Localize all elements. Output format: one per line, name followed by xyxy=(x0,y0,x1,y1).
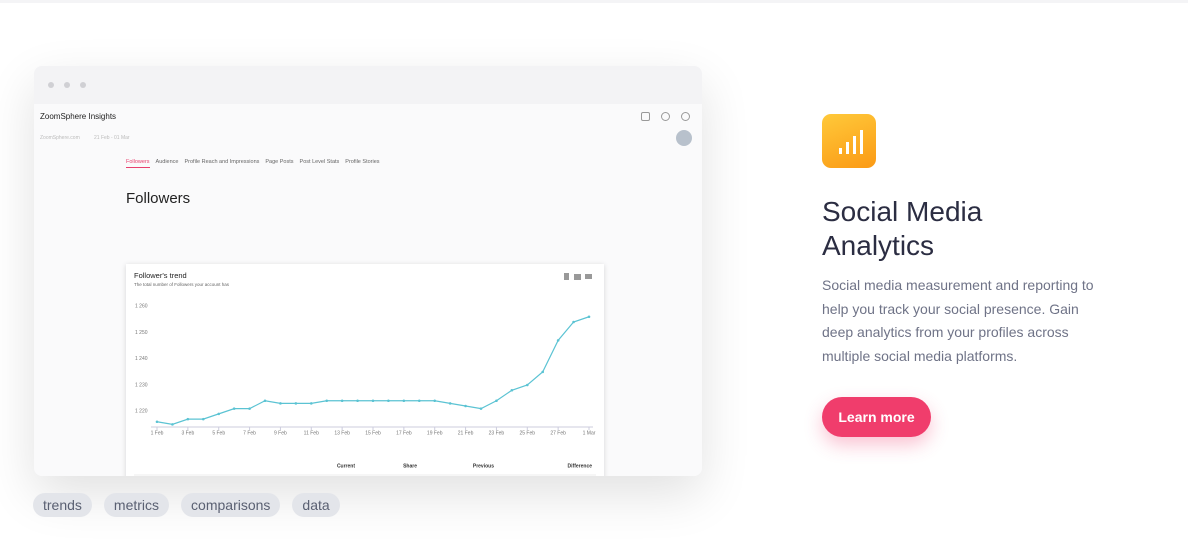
x-tick-label: 21 Feb xyxy=(458,430,474,436)
window-dot xyxy=(48,82,54,88)
window-dot xyxy=(64,82,70,88)
point xyxy=(294,402,298,405)
x-tick-label: 11 Feb xyxy=(304,430,319,436)
date-range: 21 Feb - 01 Mar xyxy=(94,135,130,141)
tab[interactable]: Post Level Stats xyxy=(299,159,340,165)
chart-title: Follower's trend xyxy=(134,271,187,280)
point xyxy=(248,407,251,410)
line xyxy=(156,316,590,425)
x-tick-label: 13 Feb xyxy=(334,430,350,436)
tabs: Followers Audience Profile Reach and Impre… xyxy=(126,159,380,168)
tag: comparisons xyxy=(181,493,281,517)
point xyxy=(479,407,483,410)
icon-bar xyxy=(853,136,856,154)
tab[interactable]: Profile Reach and Impressions xyxy=(184,159,260,165)
tags: trends metrics comparisons data xyxy=(33,493,340,517)
table-header: Difference xyxy=(568,463,593,469)
page-heading: Followers xyxy=(126,190,191,207)
x-tick-label: 19 Feb xyxy=(427,430,443,436)
point xyxy=(402,399,406,403)
point xyxy=(371,399,375,403)
chart-card: Follower's trend The total number of Fol… xyxy=(126,264,604,476)
point xyxy=(279,402,282,405)
icon-bar xyxy=(860,130,863,154)
point xyxy=(433,399,437,403)
app-title: ZoomSphere Insights xyxy=(40,112,117,121)
point xyxy=(263,399,267,403)
x-tick-label: 25 Feb xyxy=(519,430,535,436)
feature-icon xyxy=(822,114,876,168)
x-tick-label: 3 Feb xyxy=(181,430,194,436)
point xyxy=(510,388,514,392)
point xyxy=(525,383,529,387)
icon-bar xyxy=(846,142,849,154)
toolbar-icon xyxy=(641,112,650,121)
x-tick-label: 7 Feb xyxy=(243,430,256,436)
y-tick-label: 1 240 xyxy=(135,356,148,362)
chart-icon xyxy=(585,274,592,279)
browser-bar xyxy=(34,66,702,104)
x-tick-label: 23 Feb xyxy=(489,430,505,436)
point xyxy=(171,423,174,426)
icon-bar xyxy=(839,148,842,154)
point xyxy=(325,399,329,403)
table-header: Share xyxy=(403,463,417,469)
x-tick-label: 1 Feb xyxy=(151,430,164,436)
tag: trends xyxy=(33,493,92,517)
point xyxy=(587,315,591,319)
point xyxy=(495,399,498,403)
toolbar-icon xyxy=(661,112,670,121)
point xyxy=(201,417,205,421)
tag: metrics xyxy=(103,493,170,517)
x-tick-label: 15 Feb xyxy=(365,430,381,436)
feature-description: Social media measurement and reporting t… xyxy=(822,277,1094,364)
chart-subtitle: The total number of Followers your accou… xyxy=(134,282,230,287)
y-tick-label: 1 230 xyxy=(135,382,148,388)
avatar xyxy=(676,130,692,146)
top-border xyxy=(0,0,1188,3)
x-tick-label: 5 Feb xyxy=(212,430,225,436)
point xyxy=(232,407,236,410)
x-tick-label: 27 Feb xyxy=(550,430,566,436)
point xyxy=(340,399,344,403)
y-tick-label: 1 220 xyxy=(135,409,148,415)
point xyxy=(556,339,560,342)
point xyxy=(387,399,390,403)
y-tick-label: 1 260 xyxy=(135,304,148,310)
x-tick-label: 1 Mar xyxy=(583,430,596,436)
table-header: Previous xyxy=(473,463,494,469)
point xyxy=(155,420,159,424)
toolbar-icon xyxy=(681,112,690,121)
point xyxy=(309,402,313,405)
app-area: ZoomSphere Insights ZoomSphere.com 21 Fe… xyxy=(34,104,702,476)
point xyxy=(417,399,421,403)
point xyxy=(356,399,359,403)
tab[interactable]: Followers xyxy=(126,159,150,168)
point xyxy=(464,404,467,408)
point xyxy=(572,320,575,324)
feature-title: Social Media Analytics xyxy=(822,196,983,261)
tag: data xyxy=(292,493,340,517)
x-tick-label: 9 Feb xyxy=(274,430,287,436)
point xyxy=(448,402,452,405)
window-dot xyxy=(80,82,86,88)
table-header: Current xyxy=(337,463,355,469)
y-tick-label: 1 250 xyxy=(135,330,148,336)
tab[interactable]: Audience xyxy=(155,159,179,165)
tab[interactable]: Page Posts xyxy=(265,159,294,165)
x-tick-label: 17 Feb xyxy=(396,430,412,436)
learn-more-button[interactable]: Learn more xyxy=(822,397,931,437)
chart-icon xyxy=(564,273,569,280)
chart-icon xyxy=(574,274,581,280)
point xyxy=(217,412,221,416)
point xyxy=(541,370,545,374)
point xyxy=(186,417,190,421)
tab[interactable]: Profile Stories xyxy=(345,159,380,165)
bars-icon xyxy=(839,130,863,154)
screenshot-window: ZoomSphere Insights ZoomSphere.com 21 Fe… xyxy=(34,66,702,476)
site-name: ZoomSphere.com xyxy=(40,135,80,141)
